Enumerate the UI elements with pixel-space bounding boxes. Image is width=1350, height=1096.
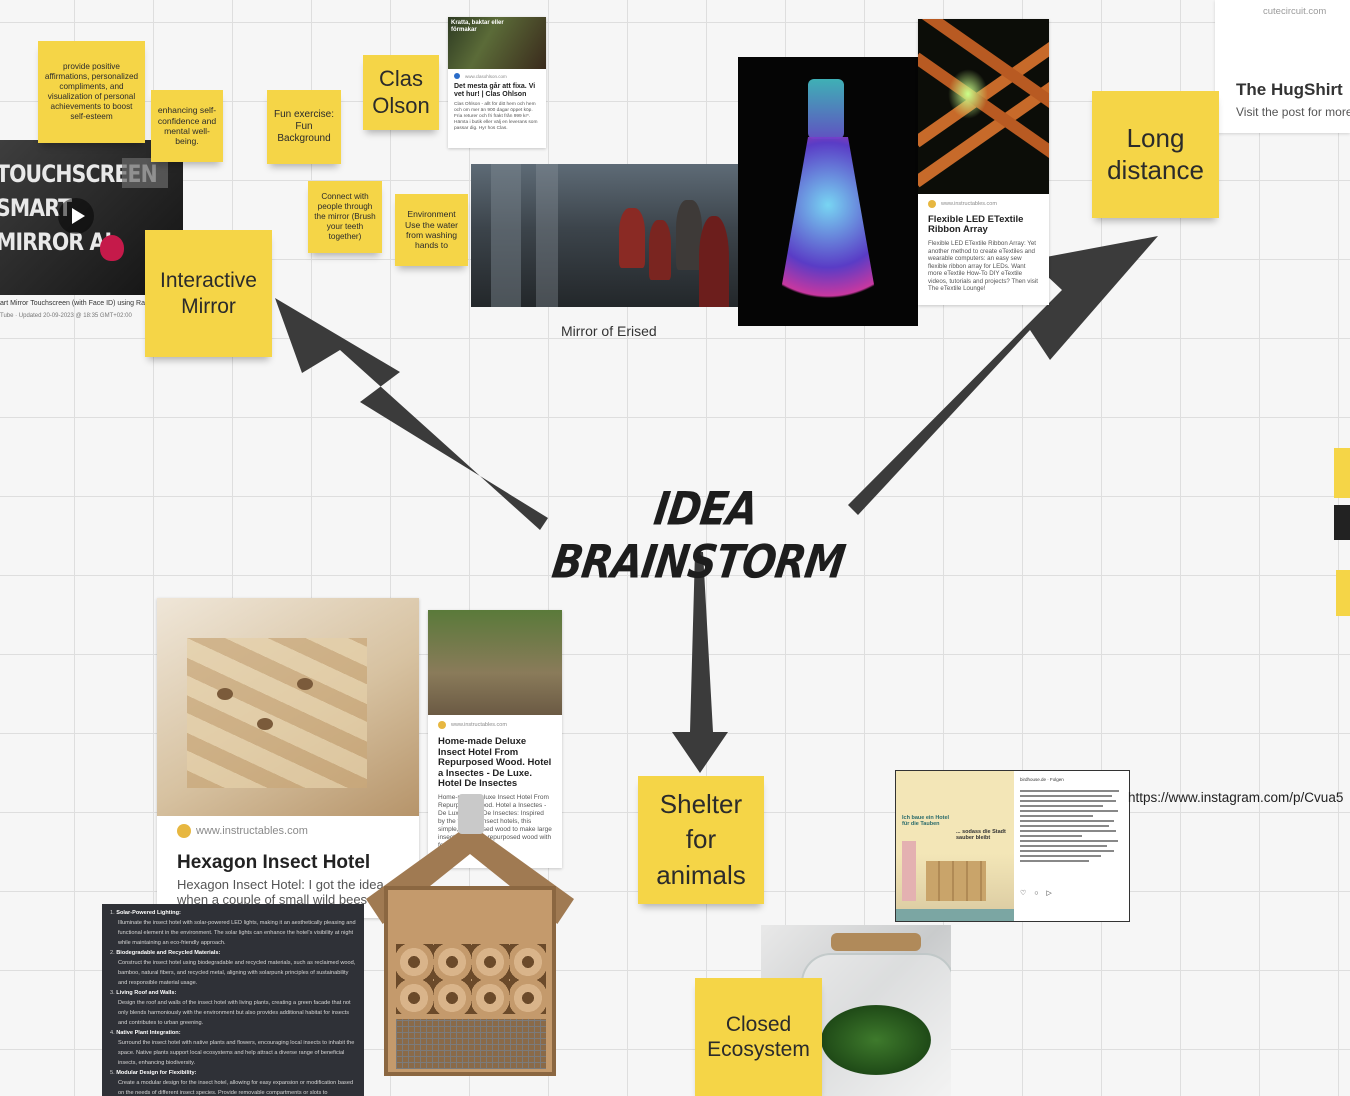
chat-item: 4. Native Plant Integration: Surround the… (110, 1030, 355, 1066)
sticky-clas-olson[interactable]: Clas Olson (363, 55, 439, 130)
sticky-shelter-for-animals[interactable]: Shelter for animals (638, 776, 764, 904)
card-fragment (1334, 505, 1350, 540)
raspberry-pi-icon (100, 235, 124, 261)
hexagon-text: Hexagon Insect Hotel: I got the idea whe… (177, 877, 384, 907)
hugshirt-text: Visit the post for more (1236, 105, 1350, 119)
instagram-image: Ich baue ein Hotel für die Tauben ... so… (896, 771, 1014, 921)
insta-image-text-1: Ich baue ein Hotel für die Tauben (902, 815, 950, 827)
sticky-closed-ecosystem[interactable]: Closed Ecosystem (695, 978, 822, 1096)
youtube-meta: Tube · Updated 20-09-2023 @ 18:35 GMT+02… (0, 313, 132, 319)
deluxe-insect-hotel-card[interactable]: www.instructables.com Home-made Deluxe I… (428, 610, 562, 868)
led-text: Flexible LED ETextile Ribbon Array: Yet … (928, 240, 1038, 292)
arrow-to-interactive-mirror (275, 298, 548, 530)
clas-banner-text: Kratta, baktar eller förmakar (451, 20, 504, 33)
led-ribbon-image (918, 19, 1049, 194)
clas-ohlson-image: Kratta, baktar eller förmakar (448, 17, 546, 69)
led-ribbon-card[interactable]: www.instructables.com Flexible LED EText… (918, 19, 1049, 305)
sticky-affirmations[interactable]: provide positive affirmations, personali… (38, 41, 145, 143)
led-dress-image[interactable] (738, 57, 918, 326)
led-title: Flexible LED ETextile Ribbon Array (928, 214, 1024, 235)
insta-caption-lines (1020, 790, 1124, 862)
led-site: www.instructables.com (941, 201, 997, 207)
hexagon-insect-hotel-card[interactable]: www.instructables.com Hexagon Insect Hot… (157, 598, 419, 918)
site-icon (454, 73, 460, 79)
sticky-fragment (1334, 448, 1350, 498)
deluxe-image (428, 610, 562, 715)
chat-item: 2. Biodegradable and Recycled Materials:… (110, 950, 356, 986)
hexagon-image (157, 598, 419, 816)
instructables-icon (438, 721, 446, 729)
hugshirt-title: The HugShirt (1236, 80, 1343, 99)
hugshirt-card[interactable]: cutecircuit.com The HugShirt Visit the p… (1215, 0, 1350, 133)
clas-ohlson-card[interactable]: Kratta, baktar eller förmakar www.clasoh… (448, 17, 546, 148)
thumb-text-line-3: MIRROR AI (0, 228, 112, 256)
instagram-embed[interactable]: Ich baue ein Hotel für die Tauben ... so… (895, 770, 1130, 922)
sticky-fragment (1336, 570, 1350, 616)
mirror-of-erised-image[interactable] (471, 164, 758, 307)
weather-widget (122, 158, 168, 188)
sticky-fun-exercise[interactable]: Fun exercise: Fun Background (267, 90, 341, 164)
clas-site: www.clasohlson.com (465, 73, 507, 79)
sticky-long-distance[interactable]: Long distance (1092, 91, 1219, 218)
chat-item: 5. Modular Design for Flexibility: Create… (110, 1070, 354, 1096)
ai-chat-panel[interactable]: 1. Solar-Powered Lighting: Illuminate the… (102, 904, 364, 1096)
idea-brainstorm-title: IDEA BRAINSTORM (548, 483, 848, 589)
hugshirt-site: cutecircuit.com (1263, 6, 1327, 17)
chat-item: 1. Solar-Powered Lighting: Illuminate the… (110, 910, 356, 946)
sticky-connect[interactable]: Connect with people through the mirror (… (308, 181, 382, 253)
insta-image-text-2: ... sodass die Stadt sauber bleibt (956, 829, 1006, 841)
instructables-icon (928, 200, 936, 208)
sticky-interactive-mirror[interactable]: Interactive Mirror (145, 230, 272, 357)
chat-item: 3. Living Roof and Walls: Design the roof… (110, 990, 351, 1026)
hexagon-site: www.instructables.com (196, 825, 308, 837)
sticky-confidence[interactable]: enhancing self-confidence and mental wel… (151, 90, 223, 162)
hexagon-title: Hexagon Insect Hotel (177, 852, 371, 873)
deluxe-site: www.instructables.com (451, 722, 507, 728)
wooden-insect-hotel-image[interactable] (366, 794, 574, 1084)
sticky-environment[interactable]: Environment Use the water from washing h… (395, 194, 468, 266)
clas-title: Det mesta går att fixa. Vi vet hur! | Cl… (454, 83, 536, 98)
mirror-of-erised-label: Mirror of Erised (561, 323, 657, 339)
insta-user: birdhouse.de · Folgen (1020, 777, 1064, 782)
clas-text: Clas Ohlson - allt för ditt hem och hem … (454, 102, 538, 131)
instagram-url[interactable]: https://www.instagram.com/p/Cvua5 (1128, 790, 1344, 805)
youtube-caption: art Mirror Touchscreen (with Face ID) us… (0, 300, 145, 307)
deluxe-title: Home-made Deluxe Insect Hotel From Repur… (438, 736, 552, 789)
insta-actions-icon[interactable]: ♡ ○ ▷ (1020, 890, 1055, 897)
instructables-icon (177, 824, 191, 838)
play-icon[interactable] (58, 198, 94, 234)
